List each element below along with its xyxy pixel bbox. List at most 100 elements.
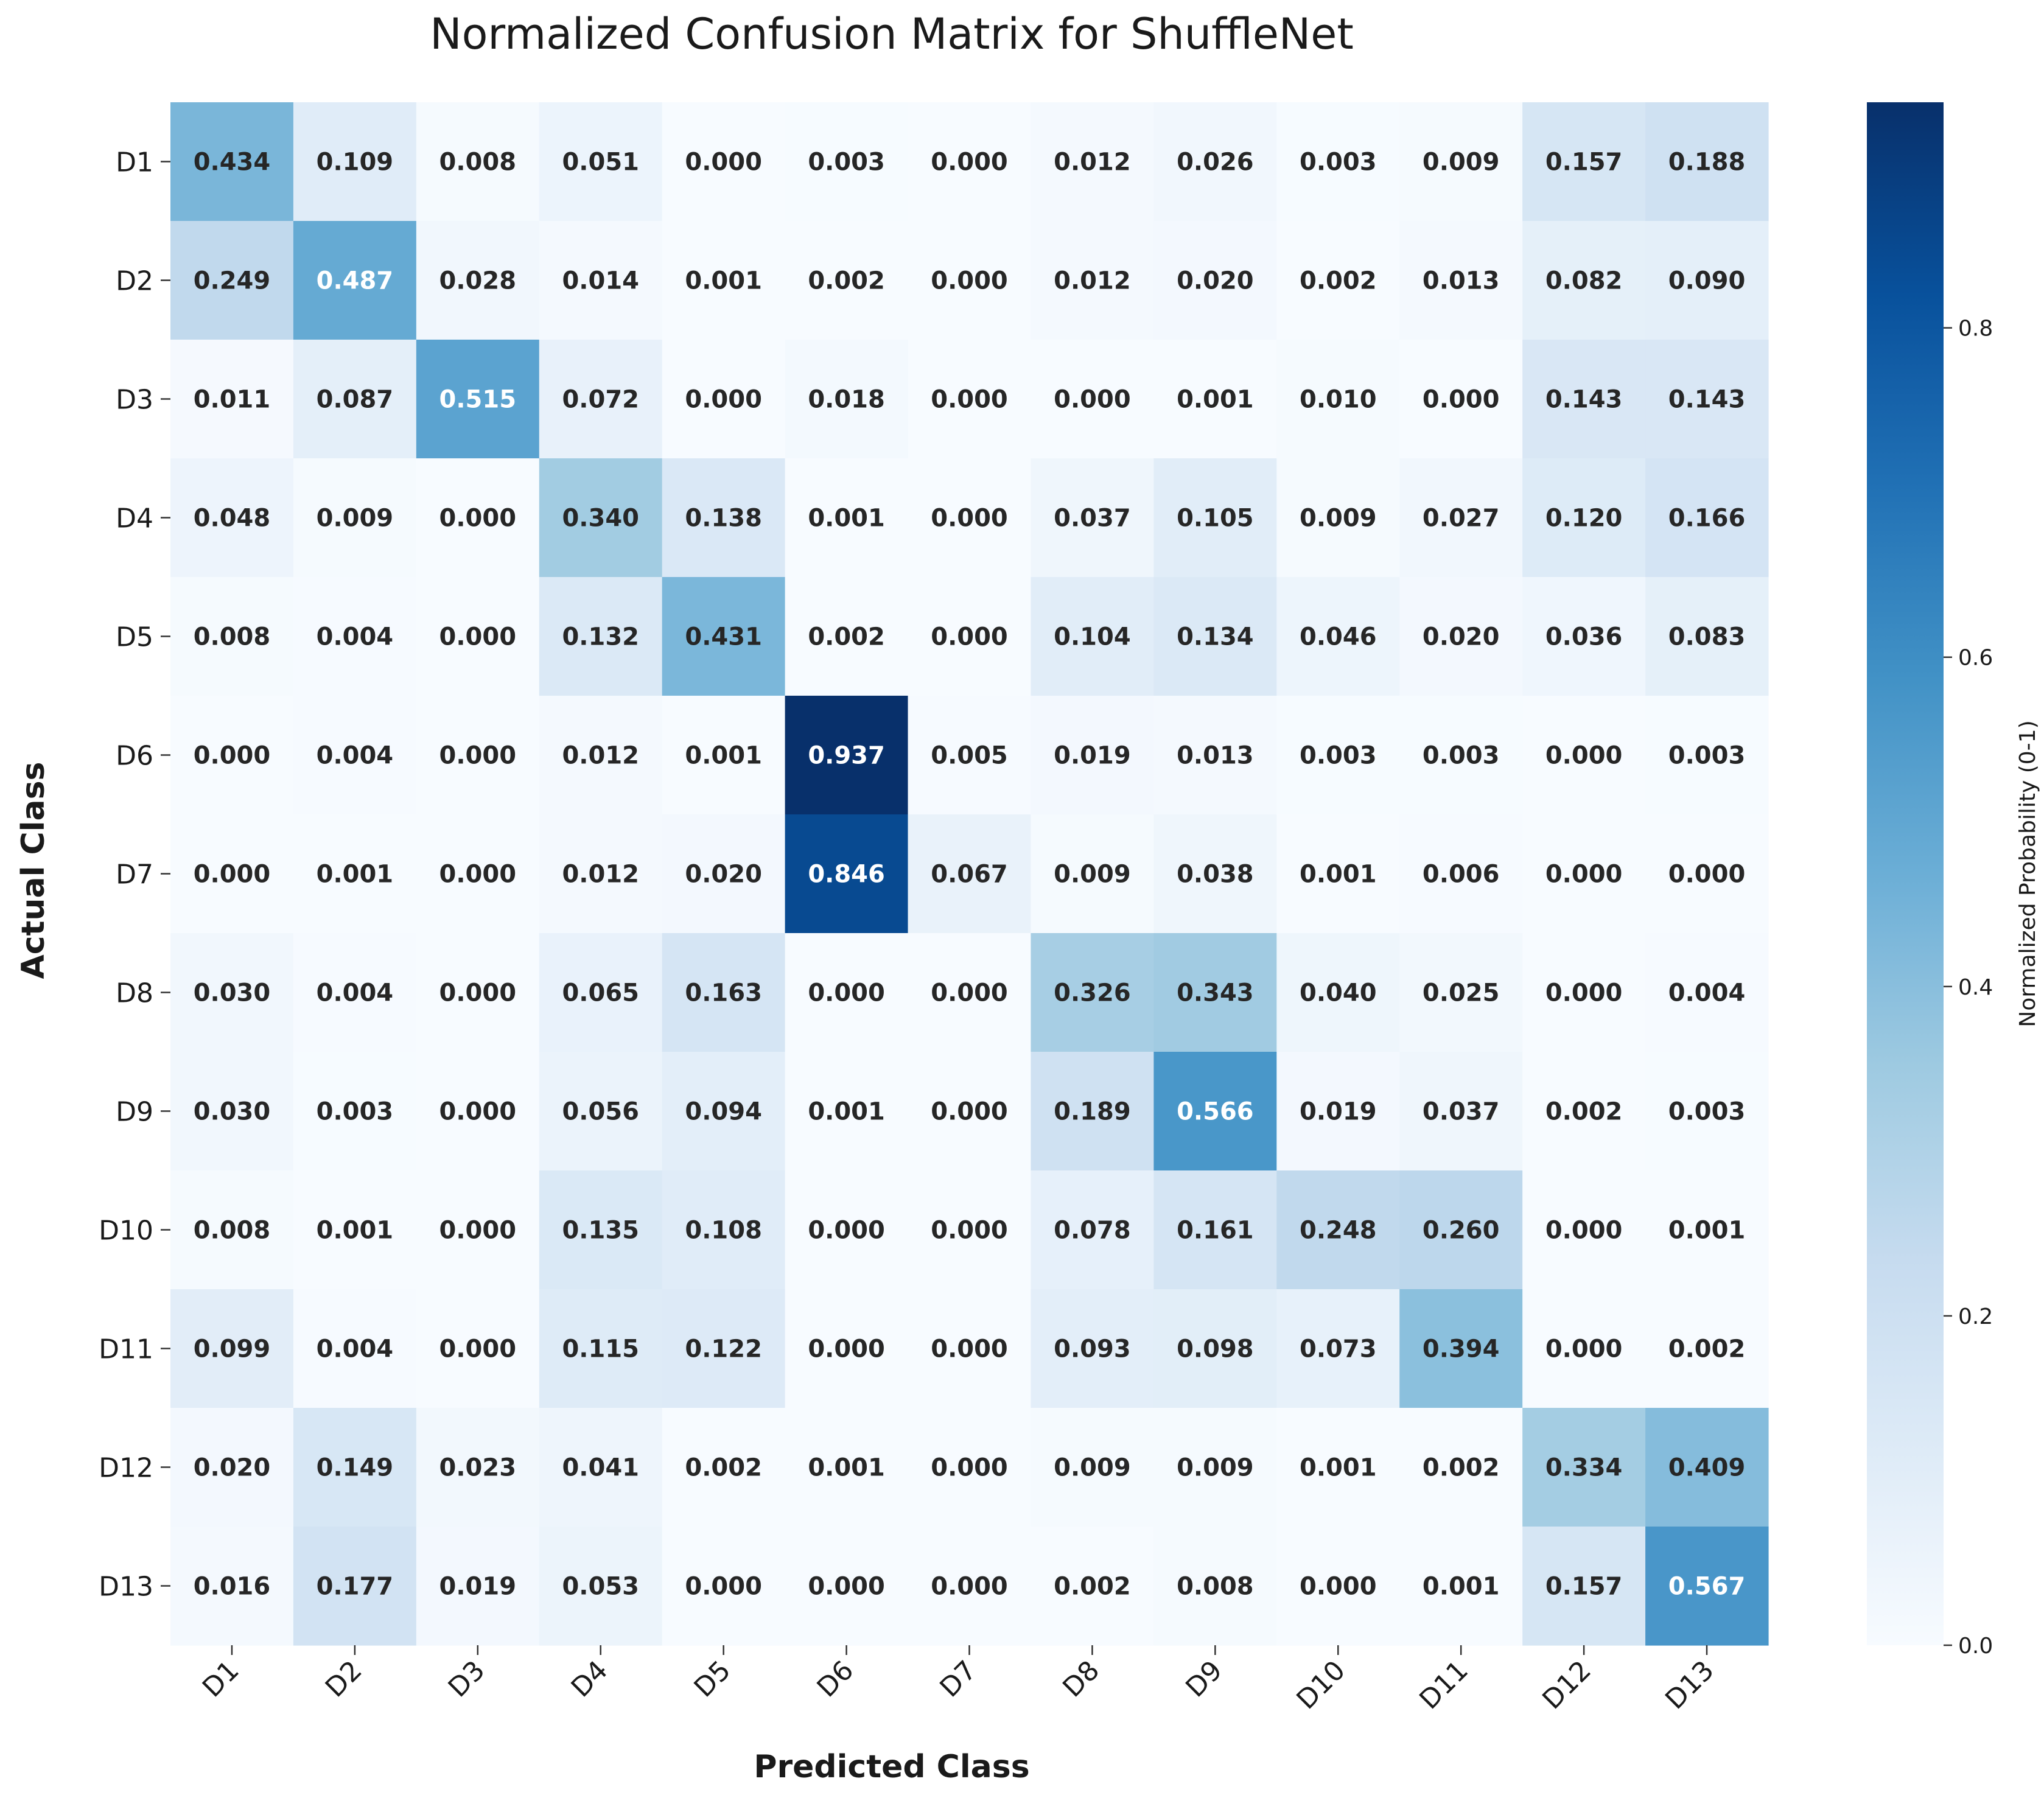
x-tick-label: D13 [1659,1655,1720,1716]
heatmap-cell [293,102,417,222]
cell-value-label: 0.000 [439,505,517,533]
x-tick-label: D11 [1413,1655,1474,1716]
heatmap-cell [785,696,909,815]
heatmap-cell [1031,1527,1154,1646]
heatmap-cell [1153,102,1277,222]
cell-value-label: 0.003 [1668,742,1746,770]
colorbar-gradient [1867,102,1944,1645]
heatmap-cell [1031,1052,1154,1171]
cell-value-label: 0.020 [685,861,762,889]
heatmap-cell [416,1289,540,1408]
heatmap-cell [1276,814,1400,934]
heatmap-cell [416,102,540,222]
heatmap-cell [1399,1527,1523,1646]
cell-value-labels: 0.434 0.109 0.008 0.051 0.000 0.003 0.000 0.012… [194,149,1746,1601]
heatmap-cell [293,696,417,815]
heatmap-cell [908,933,1032,1052]
cell-value-label: 0.056 [562,1098,639,1126]
cell-value-label: 0.002 [1054,1573,1131,1601]
cell-value-label: 0.051 [562,149,639,177]
heatmap-cell [539,1527,663,1646]
cell-value-label: 0.008 [1177,1573,1254,1601]
heatmap-cell [1031,814,1154,934]
heatmap-cell [539,340,663,459]
cell-value-label: 0.161 [1177,1217,1254,1245]
cell-value-label: 0.099 [194,1335,271,1363]
heatmap-cell [539,577,663,696]
cell-value-label: 0.030 [194,979,271,1007]
y-tick-label: D3 [116,385,153,416]
heatmap-cell [785,1408,909,1527]
heatmap-cell [1153,1527,1277,1646]
heatmap-cell [1153,1408,1277,1527]
cell-value-label: 0.003 [808,149,885,177]
cell-value-label: 0.000 [931,1098,1008,1126]
heatmap-cell [293,458,417,578]
heatmap-cell [1399,577,1523,696]
cell-value-label: 0.041 [562,1454,639,1482]
cell-value-label: 0.001 [1423,1573,1500,1601]
cell-value-label: 0.046 [1300,623,1377,651]
cell-value-label: 0.020 [194,1454,271,1482]
heatmap-cell [539,458,663,578]
heatmap-cell [170,933,294,1052]
cell-value-label: 0.487 [317,267,394,295]
heatmap-cell [293,1170,417,1290]
cell-value-label: 0.013 [1423,267,1500,295]
cell-value-label: 0.003 [1300,149,1377,177]
cell-value-label: 0.012 [1054,149,1131,177]
heatmap-cell [785,458,909,578]
heatmap-cell [785,1289,909,1408]
heatmap-cell [1399,458,1523,578]
heatmap-cell [785,1527,909,1646]
heatmap-cell [170,1408,294,1527]
cell-value-label: 0.409 [1668,1454,1746,1482]
cell-value-label: 0.104 [1054,623,1131,651]
heatmap-cell [1276,577,1400,696]
heatmap-cells [170,102,1769,1646]
heatmap-cell [539,1170,663,1290]
cell-value-label: 0.248 [1300,1217,1377,1245]
chart-title: Normalized Confusion Matrix for ShuffleN… [430,9,1354,59]
heatmap-cell [539,102,663,222]
cell-value-label: 0.053 [562,1573,639,1601]
heatmap-cell [416,933,540,1052]
heatmap-cell [1645,933,1769,1052]
y-tick-label: D13 [99,1572,153,1603]
cell-value-label: 0.000 [439,742,517,770]
cell-value-label: 0.567 [1668,1573,1746,1601]
cell-value-label: 0.132 [562,623,639,651]
cell-value-label: 0.000 [931,386,1008,414]
heatmap-cell [1645,1289,1769,1408]
heatmap-cell [170,696,294,815]
cell-value-label: 0.000 [194,742,271,770]
cell-value-label: 0.008 [194,623,271,651]
x-tick-label: D8 [1057,1655,1105,1704]
heatmap-cell [1522,814,1646,934]
cell-value-label: 0.326 [1054,979,1131,1007]
cell-value-label: 0.073 [1300,1335,1377,1363]
heatmap-cell [1153,1052,1277,1171]
x-tick-label: D5 [688,1655,737,1704]
cell-value-label: 0.009 [1054,861,1131,889]
cell-value-label: 0.143 [1668,386,1746,414]
cell-value-label: 0.005 [931,742,1008,770]
cell-value-label: 0.011 [194,386,271,414]
cell-value-label: 0.003 [317,1098,394,1126]
heatmap-cell [662,933,786,1052]
heatmap-cell [1645,1052,1769,1171]
heatmap-cell [1276,933,1400,1052]
x-tick-label: D4 [565,1655,614,1704]
cell-value-label: 0.000 [931,1573,1008,1601]
y-tick-label: D11 [99,1334,153,1365]
heatmap-cell [293,1527,417,1646]
cell-value-label: 0.065 [562,979,639,1007]
cell-value-label: 0.134 [1177,623,1254,651]
cell-value-label: 0.006 [1423,861,1500,889]
y-tick-label: D5 [116,622,153,653]
cell-value-label: 0.002 [1545,1098,1623,1126]
y-tick-label: D7 [116,859,153,890]
cell-value-label: 0.012 [562,742,639,770]
heatmap-cell [1153,1170,1277,1290]
